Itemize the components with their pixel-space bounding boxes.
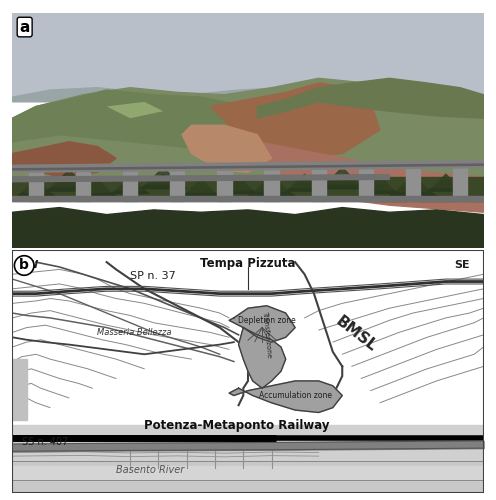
Polygon shape [170, 168, 185, 200]
Text: SP n. 37: SP n. 37 [130, 271, 176, 281]
Polygon shape [12, 461, 484, 492]
Polygon shape [396, 174, 430, 191]
Polygon shape [17, 184, 55, 196]
Polygon shape [154, 196, 201, 200]
Polygon shape [264, 168, 279, 200]
Polygon shape [229, 381, 342, 412]
Text: BMSL: BMSL [333, 314, 379, 355]
Polygon shape [107, 102, 163, 118]
Polygon shape [111, 182, 149, 194]
Polygon shape [12, 250, 484, 492]
Polygon shape [182, 126, 271, 172]
Text: Depletion zone: Depletion zone [238, 316, 296, 325]
Text: Tempa Pizzuta: Tempa Pizzuta [200, 258, 296, 270]
Text: a: a [19, 20, 30, 34]
Polygon shape [23, 179, 49, 192]
Polygon shape [318, 174, 366, 188]
Polygon shape [229, 306, 295, 342]
Polygon shape [367, 176, 393, 190]
Polygon shape [406, 168, 420, 200]
Polygon shape [361, 182, 399, 194]
Polygon shape [389, 182, 436, 196]
Polygon shape [210, 83, 380, 158]
Polygon shape [286, 180, 323, 191]
Polygon shape [12, 174, 389, 182]
Text: SS n. 407: SS n. 407 [22, 436, 68, 446]
Polygon shape [12, 83, 484, 102]
Polygon shape [78, 184, 116, 196]
Polygon shape [257, 78, 484, 118]
Text: Basento River: Basento River [116, 465, 185, 475]
Polygon shape [255, 174, 288, 191]
Polygon shape [220, 182, 257, 194]
Polygon shape [12, 142, 116, 177]
Polygon shape [140, 174, 186, 188]
Polygon shape [12, 359, 27, 420]
Polygon shape [342, 196, 389, 200]
Text: SE: SE [454, 260, 469, 270]
Polygon shape [326, 168, 359, 184]
Polygon shape [12, 12, 484, 102]
Text: b: b [19, 258, 29, 272]
Polygon shape [427, 180, 465, 191]
Text: Masseria Bellezza: Masseria Bellezza [97, 328, 172, 337]
Text: NW: NW [17, 260, 39, 270]
Polygon shape [12, 164, 484, 170]
Polygon shape [248, 142, 484, 212]
Polygon shape [147, 168, 180, 184]
Polygon shape [53, 170, 85, 186]
Text: Potenza-Metaponto Railway: Potenza-Metaponto Railway [144, 420, 330, 432]
Polygon shape [12, 466, 484, 480]
Polygon shape [182, 184, 220, 196]
Polygon shape [12, 177, 484, 201]
Polygon shape [187, 179, 214, 192]
Polygon shape [76, 168, 90, 200]
Polygon shape [45, 177, 92, 191]
Polygon shape [436, 196, 484, 200]
Polygon shape [311, 168, 326, 200]
Polygon shape [201, 196, 248, 200]
Polygon shape [295, 196, 342, 200]
Polygon shape [248, 196, 295, 200]
Text: Accumulation zone: Accumulation zone [258, 391, 332, 400]
Polygon shape [225, 176, 252, 190]
Polygon shape [217, 168, 232, 200]
Polygon shape [60, 196, 107, 200]
Polygon shape [12, 160, 484, 172]
Polygon shape [389, 196, 436, 200]
Polygon shape [12, 78, 484, 177]
Polygon shape [29, 168, 43, 200]
Polygon shape [239, 328, 286, 388]
Polygon shape [453, 168, 467, 200]
Polygon shape [248, 182, 295, 196]
Polygon shape [12, 208, 484, 248]
Polygon shape [12, 196, 60, 200]
Polygon shape [12, 424, 484, 492]
Text: Transfer zone: Transfer zone [262, 310, 272, 358]
Polygon shape [359, 168, 373, 200]
Polygon shape [117, 176, 143, 190]
Polygon shape [123, 168, 137, 200]
Polygon shape [291, 174, 318, 188]
Polygon shape [433, 174, 459, 188]
Polygon shape [84, 179, 111, 192]
Polygon shape [12, 90, 257, 149]
Polygon shape [107, 196, 154, 200]
